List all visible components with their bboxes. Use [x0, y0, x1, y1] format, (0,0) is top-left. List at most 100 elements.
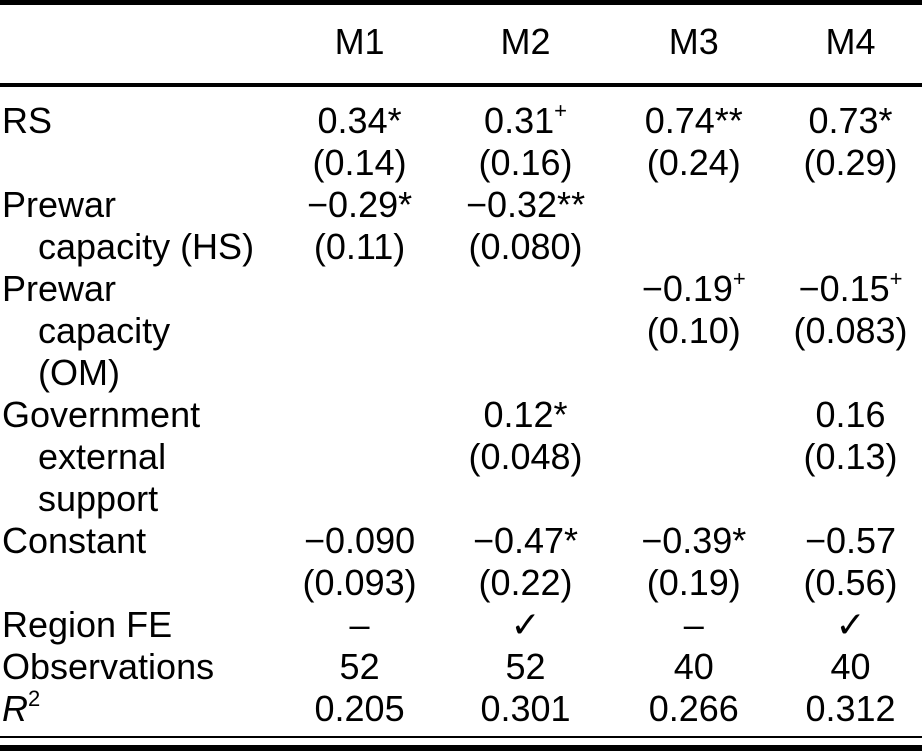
cell-empty — [609, 226, 780, 268]
header-m4: M4 — [779, 5, 922, 87]
region-fe-dash-m3: – — [683, 604, 704, 645]
cell-gov-support-se-m4: (0.13) — [803, 436, 898, 477]
cell-prewar-om-m3: −0.19+ — [609, 268, 780, 310]
row-label-gov-support-line3: support — [38, 478, 159, 519]
cell-empty — [443, 310, 609, 352]
cell-constant-m3: −0.39* — [641, 520, 747, 561]
cell-prewar-om-se-m3: (0.10) — [646, 310, 741, 351]
cell-prewar-hs-m2: −0.32** — [465, 184, 586, 225]
cell-empty — [443, 268, 609, 310]
row-region-fe: Region FE – ✓ – ✓ — [0, 604, 922, 646]
cell-prewar-om-se-m4: (0.083) — [793, 310, 908, 351]
coef-value: −0.15 — [798, 268, 890, 309]
top-rule — [0, 0, 922, 5]
cell-observations-m4: 40 — [830, 646, 871, 687]
row-label-r-squared: R2 — [0, 688, 277, 730]
cell-empty — [779, 184, 922, 226]
row-prewar-om-coef: Prewar −0.19+ −0.15+ — [0, 268, 922, 310]
row-gov-support-coef: Government 0.12* 0.16 — [0, 394, 922, 436]
bottom-rules — [0, 736, 922, 751]
row-label-prewar-om: Prewar — [2, 268, 117, 309]
row-prewar-hs-coef: Prewar −0.29* −0.32** — [0, 184, 922, 226]
cell-empty — [609, 184, 780, 226]
cell-observations-m3: 40 — [673, 646, 714, 687]
row-label-observations: Observations — [2, 646, 215, 687]
cell-constant-m1: −0.090 — [304, 520, 416, 561]
cell-rs-se-m2: (0.16) — [478, 142, 573, 183]
bottom-heavy-rule — [0, 745, 922, 751]
row-gov-support-se: external (0.048) (0.13) — [0, 436, 922, 478]
significance-superscript: + — [732, 266, 746, 291]
cell-prewar-hs-m1: −0.29* — [307, 184, 413, 225]
cell-rs-m1: 0.34* — [317, 100, 402, 141]
cell-constant-se-m3: (0.19) — [646, 562, 741, 603]
row-r-squared: R2 0.205 0.301 0.266 0.312 — [0, 688, 922, 730]
cell-empty — [779, 352, 922, 394]
coef-value: −0.19 — [641, 268, 733, 309]
header-m2: M2 — [442, 5, 609, 87]
row-prewar-om-label3: (OM) — [0, 352, 922, 394]
cell-r-squared-m4: 0.312 — [805, 688, 896, 729]
cell-empty — [0, 562, 277, 604]
cell-empty — [779, 478, 922, 520]
row-label-constant: Constant — [2, 520, 147, 561]
header-row: M1 M2 M3 M4 — [0, 5, 922, 87]
header-empty-cell — [0, 5, 277, 87]
significance-superscript: + — [889, 266, 903, 291]
cell-empty — [443, 352, 609, 394]
cell-gov-support-m4: 0.16 — [815, 394, 886, 435]
cell-prewar-hs-se-m1: (0.11) — [313, 226, 406, 267]
row-observations: Observations 52 52 40 40 — [0, 646, 922, 688]
row-prewar-om-se: capacity (0.10) (0.083) — [0, 310, 922, 352]
cell-gov-support-m2: 0.12* — [483, 394, 568, 435]
cell-rs-se-m3: (0.24) — [646, 142, 741, 183]
region-fe-check-icon-m2: ✓ — [510, 604, 541, 645]
significance-superscript: + — [554, 98, 567, 123]
row-constant-coef: Constant −0.090 −0.47* −0.39* −0.57 — [0, 520, 922, 562]
row-label-prewar-om-line3: (OM) — [38, 352, 120, 393]
row-rs-coef: RS 0.34* 0.31+ 0.74** 0.73* — [0, 85, 922, 142]
header-m1: M1 — [276, 5, 443, 87]
row-label-prewar-om-line2: capacity — [38, 310, 171, 351]
cell-empty — [779, 226, 922, 268]
cell-prewar-om-m4: −0.15+ — [779, 268, 922, 310]
cell-empty — [609, 352, 780, 394]
row-rs-se: (0.14) (0.16) (0.24) (0.29) — [0, 142, 922, 184]
cell-empty — [277, 394, 443, 436]
cell-rs-se-m1: (0.14) — [312, 142, 407, 183]
cell-prewar-hs-se-m2: (0.080) — [468, 226, 583, 267]
header-m3: M3 — [608, 5, 780, 87]
cell-observations-m2: 52 — [505, 646, 546, 687]
cell-empty — [277, 352, 443, 394]
row-label-gov-support: Government — [2, 394, 201, 435]
cell-constant-se-m1: (0.093) — [302, 562, 417, 603]
cell-r-squared-m3: 0.266 — [648, 688, 739, 729]
cell-empty — [0, 142, 277, 184]
cell-constant-m4: −0.57 — [804, 520, 897, 561]
row-label-rs: RS — [2, 100, 53, 141]
region-fe-check-icon-m4: ✓ — [835, 604, 866, 645]
row-label-region-fe: Region FE — [2, 604, 173, 645]
cell-r-squared-m2: 0.301 — [480, 688, 571, 729]
cell-empty — [609, 478, 780, 520]
cell-observations-m1: 52 — [339, 646, 380, 687]
cell-rs-se-m4: (0.29) — [803, 142, 898, 183]
cell-empty — [443, 478, 609, 520]
cell-empty — [277, 436, 443, 478]
cell-constant-se-m4: (0.56) — [803, 562, 898, 603]
cell-rs-m2: 0.31+ — [443, 85, 609, 142]
regression-table: M1 M2 M3 M4 RS 0.34* 0.31+ 0.74** 0.73* … — [0, 5, 922, 730]
cell-rs-m3: 0.74** — [644, 100, 743, 141]
cell-constant-m2: −0.47* — [472, 520, 579, 561]
row-label-prewar-hs: Prewar — [2, 184, 117, 225]
cell-empty — [277, 268, 443, 310]
row-label-gov-support-line2: external — [38, 436, 167, 477]
row-gov-support-label3: support — [0, 478, 922, 520]
cell-empty — [277, 310, 443, 352]
cell-rs-m4: 0.73* — [808, 100, 893, 141]
bottom-thin-rule — [0, 736, 922, 738]
cell-gov-support-se-m2: (0.048) — [468, 436, 583, 477]
cell-constant-se-m2: (0.22) — [478, 562, 573, 603]
cell-empty — [609, 436, 780, 478]
